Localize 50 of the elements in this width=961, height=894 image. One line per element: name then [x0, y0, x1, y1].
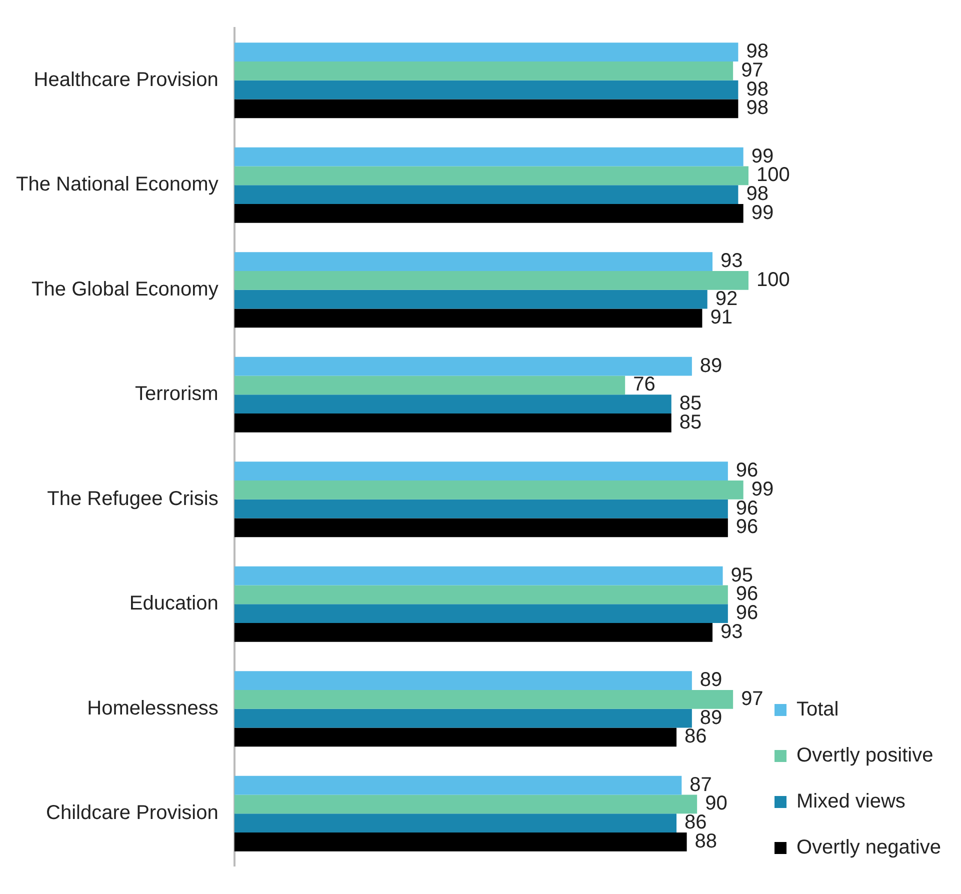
bar: [234, 794, 698, 814]
bar: [234, 166, 748, 186]
legend-label: Overtly negative: [796, 836, 942, 859]
data-label: 89: [700, 354, 722, 377]
bar: [234, 42, 738, 62]
data-label: 76: [633, 374, 656, 396]
legend-label: Total: [796, 698, 839, 721]
bar: [234, 814, 677, 832]
legend-label: Overtly positive: [796, 744, 934, 767]
bar: [234, 462, 728, 481]
bar: [234, 204, 744, 223]
bar: [234, 62, 734, 80]
data-label: 89: [700, 669, 722, 692]
y-tick-label: Education: [129, 592, 218, 615]
bar: [234, 394, 672, 414]
bar: [234, 290, 708, 309]
bar: [234, 832, 687, 852]
data-label: 93: [720, 250, 743, 272]
bar: [234, 356, 692, 376]
data-label: 100: [756, 268, 790, 291]
bar: [234, 690, 734, 709]
y-tick-label: Homelessness: [87, 697, 218, 720]
bar: [234, 604, 728, 623]
bar: [234, 147, 744, 166]
bar: [234, 480, 744, 500]
bar: [234, 185, 738, 204]
y-tick-label: The Global Economy: [32, 278, 218, 300]
y-tick-label: Healthcare Provision: [34, 68, 218, 91]
y-tick-label: The Refugee Crisis: [47, 488, 218, 510]
bar: [234, 80, 738, 100]
bar: [234, 413, 672, 432]
bar: [234, 708, 692, 728]
bar: [234, 671, 692, 690]
bar: [234, 308, 702, 328]
y-tick-label: Terrorism: [134, 383, 218, 406]
bar: [234, 499, 728, 518]
bar: [234, 728, 677, 747]
bar: [234, 376, 626, 395]
bar: [234, 271, 748, 290]
y-tick-label: The National Economy: [16, 174, 218, 196]
bar: [234, 776, 682, 795]
bar: [234, 252, 712, 272]
legend-label: Mixed views: [796, 790, 906, 813]
data-label: 97: [741, 688, 764, 710]
bar: [234, 622, 712, 642]
y-tick-label: Childcare Provision: [46, 802, 218, 824]
bar: [234, 585, 728, 604]
bar: [234, 566, 723, 586]
bar: [234, 518, 728, 538]
bar: [234, 99, 738, 118]
